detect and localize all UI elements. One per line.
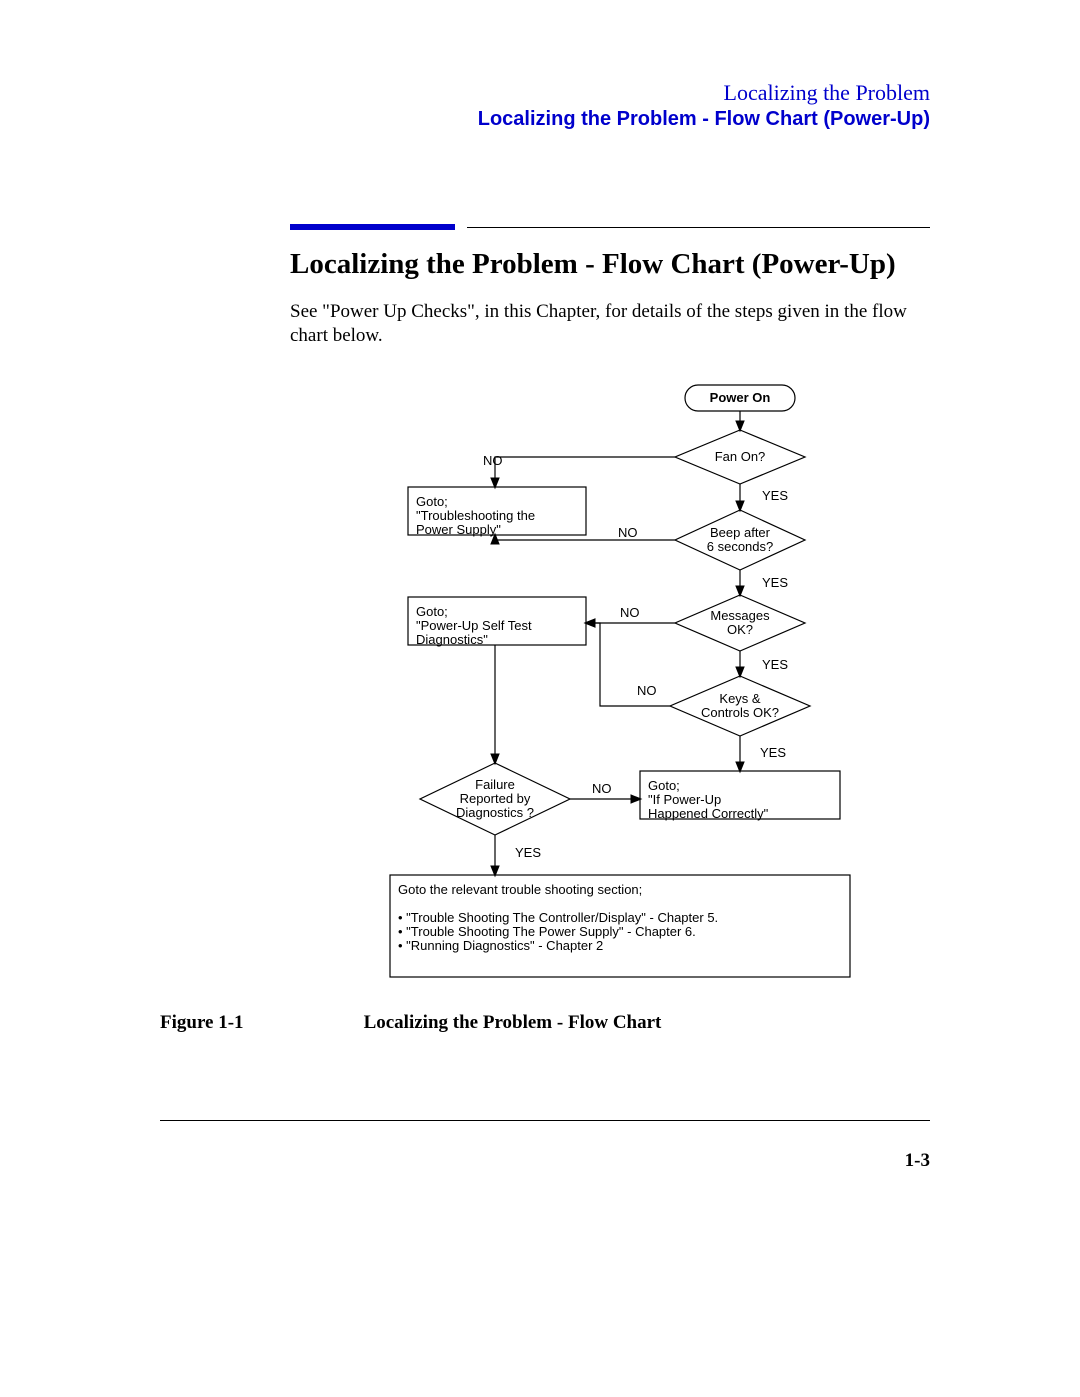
svg-text:OK?: OK? [727,622,753,637]
svg-text:"Power-Up Self Test: "Power-Up Self Test [416,618,532,633]
svg-text:Messages: Messages [710,608,770,623]
svg-text:Keys &: Keys & [719,691,761,706]
svg-text:NO: NO [618,525,638,540]
svg-text:Power Supply": Power Supply" [416,522,501,537]
svg-text:• "Trouble Shooting The Cont: • "Trouble Shooting The Controller/Displ… [398,910,718,925]
svg-text:YES: YES [515,845,541,860]
svg-text:"Troubleshooting the: "Troubleshooting the [416,508,535,523]
footer-rule [160,1120,930,1121]
svg-text:YES: YES [762,657,788,672]
figure-label: Figure 1-1 [160,1012,244,1033]
svg-text:Reported by: Reported by [460,791,531,806]
svg-text:YES: YES [760,745,786,760]
svg-text:Diagnostics ?: Diagnostics ? [456,805,534,820]
svg-text:YES: YES [762,575,788,590]
svg-text:NO: NO [637,683,657,698]
svg-text:"If Power-Up: "If Power-Up [648,792,721,807]
svg-text:NO: NO [483,453,503,468]
running-header-section: Localizing the Problem [478,80,930,106]
svg-text:• "Running Diagnostics" - Ch: • "Running Diagnostics" - Chapter 2 [398,938,603,953]
svg-text:Goto;: Goto; [416,494,448,509]
svg-text:Goto;: Goto; [416,604,448,619]
svg-text:NO: NO [620,605,640,620]
running-header-subsection: Localizing the Problem - Flow Chart (Pow… [478,108,930,131]
svg-text:Failure: Failure [475,777,515,792]
svg-text:NO: NO [592,781,612,796]
figure-caption: Figure 1-1 Localizing the Problem - Flow … [160,1012,661,1034]
intro-paragraph: See "Power Up Checks", in this Chapter, … [290,300,930,348]
figure-title: Localizing the Problem - Flow Chart [364,1012,662,1033]
svg-text:Controls OK?: Controls OK? [701,705,779,720]
page-title: Localizing the Problem - Flow Chart (Pow… [290,248,896,281]
svg-text:Beep after: Beep after [710,525,771,540]
svg-text:Diagnostics": Diagnostics" [416,632,488,647]
page-number: 1-3 [905,1150,930,1172]
flowchart: Power On Fan On? Beep after6 seconds? Messa… [290,365,930,1005]
svg-text:Power On: Power On [710,390,771,405]
svg-text:6 seconds?: 6 seconds? [707,539,774,554]
svg-text:• "Trouble Shooting The Powe: • "Trouble Shooting The Power Supply" - … [398,924,696,939]
svg-text:YES: YES [762,488,788,503]
svg-text:Goto the relevant trouble shoo: Goto the relevant trouble shooting secti… [398,882,642,897]
section-rule [290,224,930,230]
svg-text:Fan On?: Fan On? [715,449,766,464]
svg-text:Happened Correctly": Happened Correctly" [648,806,769,821]
svg-text:Goto;: Goto; [648,778,680,793]
